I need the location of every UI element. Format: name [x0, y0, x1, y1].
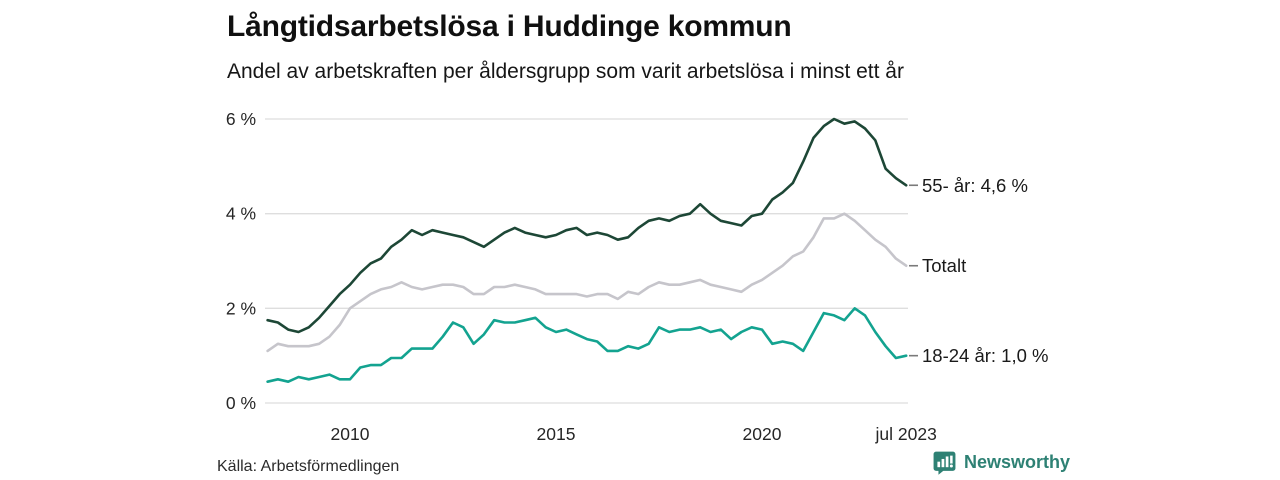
x-tick-2020: 2020	[743, 424, 782, 444]
chart-subtitle: Andel av arbetskraften per åldersgrupp s…	[227, 60, 904, 83]
source-note: Källa: Arbetsförmedlingen	[217, 458, 400, 475]
series-line-totalt	[266, 212, 908, 353]
y-tick-4: 4 %	[226, 204, 256, 224]
x-axis-labels: 2010 2015 2020 jul 2023	[331, 424, 937, 444]
brand-logo: Newsworthy	[932, 450, 1070, 475]
series-line-55-r	[266, 117, 908, 334]
gridlines	[265, 118, 908, 404]
newsworthy-icon	[933, 451, 956, 475]
series-lines	[266, 117, 908, 384]
chart-title: Långtidsarbetslösa i Huddinge kommun	[227, 10, 792, 43]
y-tick-6: 6 %	[226, 109, 256, 129]
brand-name: Newsworthy	[964, 452, 1071, 472]
series-label-totalt: Totalt	[922, 255, 966, 276]
y-tick-0: 0 %	[226, 393, 256, 413]
y-axis-labels: 6 % 4 % 2 % 0 %	[226, 109, 256, 413]
y-tick-2: 2 %	[226, 298, 256, 318]
series-line-18-24-r	[266, 306, 908, 384]
series-end-labels: 55- år: 4,6 % Totalt 18-24 år: 1,0 %	[909, 175, 1049, 366]
x-tick-jul-2023: jul 2023	[875, 424, 937, 444]
series-label-55-r: 55- år: 4,6 %	[922, 175, 1028, 196]
series-label-18-24-r: 18-24 år: 1,0 %	[922, 345, 1049, 366]
x-tick-2010: 2010	[331, 424, 370, 444]
x-tick-2015: 2015	[537, 424, 576, 444]
